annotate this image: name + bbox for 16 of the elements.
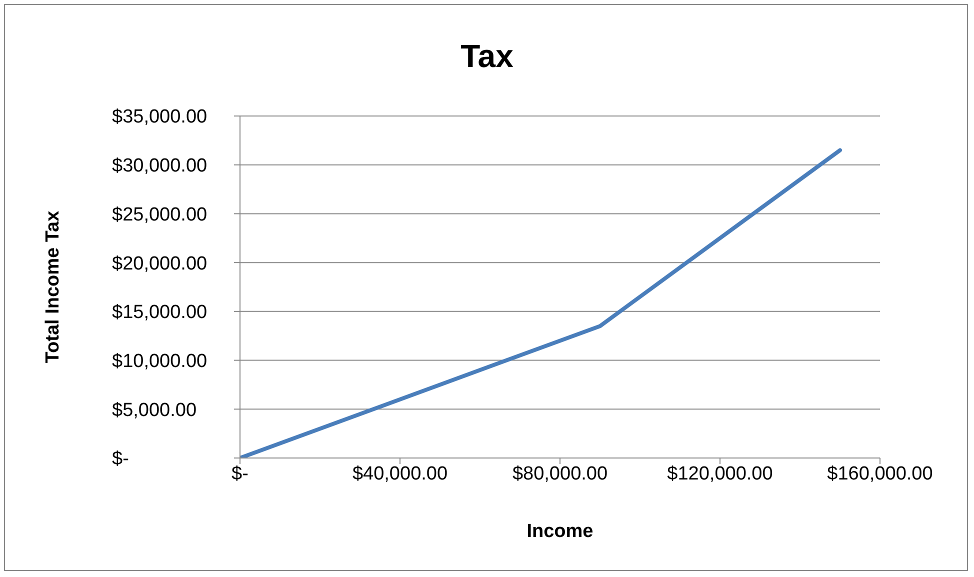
- y-tick-label: $30,000.00: [112, 156, 208, 177]
- x-tick-label: $160,000.00: [827, 463, 933, 484]
- x-tick-label: $80,000.00: [512, 463, 608, 484]
- x-tick-label: $120,000.00: [667, 463, 773, 484]
- y-tick-label: $10,000.00: [112, 351, 208, 372]
- chart-title: Tax: [460, 38, 514, 75]
- x-tick-label: $40,000.00: [352, 463, 448, 484]
- y-tick-label: $5,000.00: [112, 400, 197, 421]
- x-tick-label: $-: [232, 463, 248, 484]
- y-tick-label: $20,000.00: [112, 253, 208, 274]
- y-axis-title: Total Income Tax: [42, 210, 64, 364]
- y-tick-label: $-: [112, 448, 129, 470]
- y-tick-label: $35,000.00: [112, 106, 208, 128]
- y-tick-label: $25,000.00: [112, 204, 208, 226]
- x-axis-title: Income: [526, 521, 594, 542]
- y-tick-label: $15,000.00: [112, 302, 208, 324]
